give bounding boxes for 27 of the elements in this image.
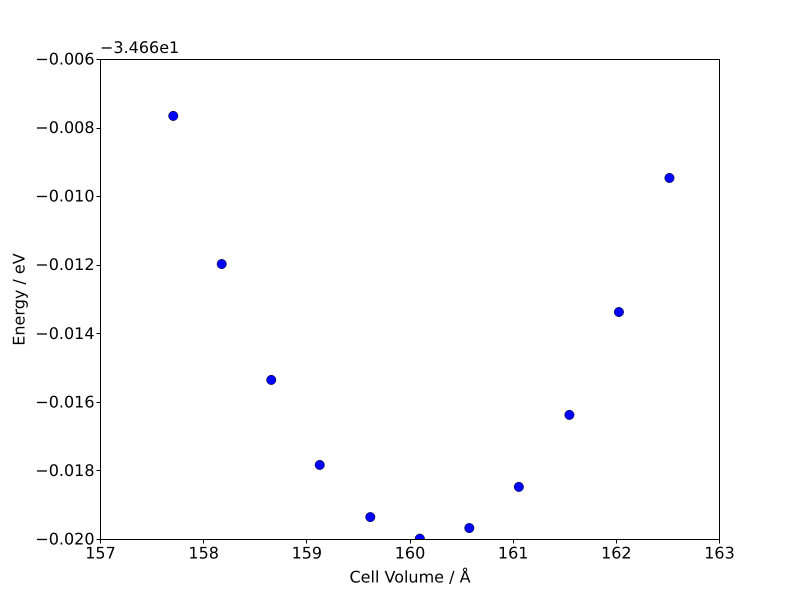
point [614, 307, 624, 318]
text: −3.466e1 [100, 38, 180, 57]
y-tick-label: −0.006 [35, 50, 94, 68]
point [216, 259, 227, 270]
x-tick-label: 159 [292, 544, 322, 562]
x-axis-title: Cell Volume / Å [349, 568, 471, 586]
x-tick-label: 162 [601, 544, 632, 562]
x-tick-label: 157 [85, 544, 116, 562]
point [365, 512, 376, 522]
y-tick-label: −0.018 [35, 460, 94, 480]
x-tick-label: 163 [704, 544, 735, 562]
point [464, 523, 474, 534]
y-tick-label: −0.012 [35, 255, 94, 274]
y-tick-label: −0.010 [35, 186, 94, 206]
y-tick-label: −0.016 [35, 392, 94, 412]
point [168, 110, 178, 121]
point [266, 374, 276, 385]
point [564, 410, 574, 420]
point [514, 482, 524, 492]
y-axis-title: Energy / eV [9, 253, 28, 346]
y-tick-label: −0.008 [35, 118, 94, 138]
y-tick-label: −0.014 [35, 324, 94, 343]
x-tick-label: 161 [498, 544, 528, 562]
point [664, 172, 674, 183]
x-tick-label: 160 [394, 544, 426, 562]
x-tick-label: 158 [188, 544, 219, 562]
point [314, 460, 325, 470]
